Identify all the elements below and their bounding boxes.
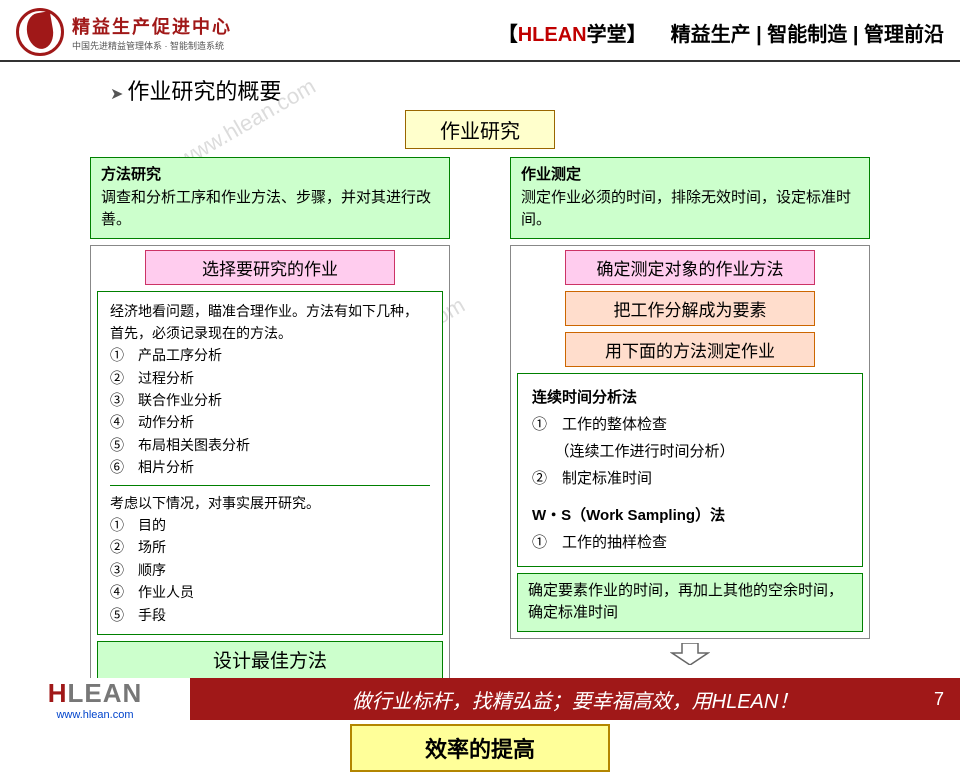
list-item: ① 工作的整体检查 — [532, 411, 848, 438]
logo-subtitle: 中国先进精益管理体系 · 智能制造系统 — [72, 39, 232, 52]
right-methods-box: 连续时间分析法 ① 工作的整体检查 （连续工作进行时间分析）② 制定标准时间 W… — [517, 373, 863, 567]
left-intro-box: 方法研究 调查和分析工序和作业方法、步骤，并对其进行改善。 — [90, 157, 450, 239]
right-intro-body: 测定作业必须的时间，排除无效时间，设定标准时间。 — [521, 189, 851, 229]
right-intro-box: 作业测定 测定作业必须的时间，排除无效时间，设定标准时间。 — [510, 157, 870, 239]
list-item: ⑥ 相片分析 — [110, 456, 430, 478]
list-item: ① 目的 — [110, 514, 430, 536]
left-body2-list: ① 目的② 场所③ 顺序④ 作业人员⑤ 手段 — [110, 514, 430, 626]
hlean-tag: 【HLEAN学堂】 — [498, 18, 647, 47]
list-item: ② 场所 — [110, 536, 430, 558]
right-intro-title: 作业测定 — [521, 166, 581, 183]
root-node: 作业研究 — [405, 110, 555, 149]
overview-title: 作业研究的概要 — [110, 74, 960, 106]
footer-slogan: 做行业标杆，找精弘益；要幸福高效，用HLEAN！ — [352, 685, 799, 714]
list-item: ② 过程分析 — [110, 367, 430, 389]
list-item: ① 产品工序分析 — [110, 344, 430, 366]
list-item: ⑤ 手段 — [110, 604, 430, 626]
left-body2-lead: 考虑以下情况，对事实展开研究。 — [110, 492, 430, 514]
right-step3: 用下面的方法测定作业 — [565, 332, 814, 367]
list-item: ② 制定标准时间 — [532, 465, 848, 492]
page-footer: HLEAN www.hlean.com 做行业标杆，找精弘益；要幸福高效，用HL… — [0, 678, 960, 720]
list-item: ① 工作的抽样检查 — [532, 529, 848, 556]
list-item: ③ 顺序 — [110, 559, 430, 581]
right-body-wrap: 确定测定对象的作业方法 把工作分解成为要素 用下面的方法测定作业 连续时间分析法… — [510, 245, 870, 639]
left-column: 方法研究 调查和分析工序和作业方法、步骤，并对其进行改善。 选择要研究的作业 经… — [90, 157, 450, 714]
footer-logo: HLEAN www.hlean.com — [0, 678, 190, 720]
logo-area: 精益生产促进中心 中国先进精益管理体系 · 智能制造系统 — [16, 8, 232, 56]
list-item: ④ 动作分析 — [110, 411, 430, 433]
left-step1: 选择要研究的作业 — [145, 250, 394, 285]
left-body1-lead: 经济地看问题，瞄准合理作业。方法有如下几种，首先，必须记录现在的方法。 — [110, 300, 430, 345]
method1-list: ① 工作的整体检查 （连续工作进行时间分析）② 制定标准时间 — [532, 411, 848, 492]
left-body-section2: 考虑以下情况，对事实展开研究。 ① 目的② 场所③ 顺序④ 作业人员⑤ 手段 — [110, 485, 430, 626]
method1-title: 连续时间分析法 — [532, 384, 848, 411]
diagram-root: 作业研究 方法研究 调查和分析工序和作业方法、步骤，并对其进行改善。 选择要研究… — [0, 110, 960, 772]
right-step2: 把工作分解成为要素 — [565, 291, 814, 326]
left-intro-title: 方法研究 — [101, 166, 161, 183]
footer-url: www.hlean.com — [56, 709, 133, 721]
list-item: ③ 联合作业分析 — [110, 389, 430, 411]
list-item: （连续工作进行时间分析） — [532, 438, 848, 465]
right-step1: 确定测定对象的作业方法 — [565, 250, 814, 285]
method2-title: W・S（Work Sampling）法 — [532, 502, 848, 529]
header-categories: 精益生产 | 智能制造 | 管理前沿 — [671, 18, 944, 47]
list-item: ④ 作业人员 — [110, 581, 430, 603]
left-body-wrap: 选择要研究的作业 经济地看问题，瞄准合理作业。方法有如下几种，首先，必须记录现在… — [90, 245, 450, 691]
right-final: 确定要素作业的时间，再加上其他的空余时间，确定标准时间 — [517, 573, 863, 632]
footer-page-number: 7 — [934, 689, 944, 710]
left-intro-body: 调查和分析工序和作业方法、步骤，并对其进行改善。 — [101, 189, 431, 229]
left-body-box: 经济地看问题，瞄准合理作业。方法有如下几种，首先，必须记录现在的方法。 ① 产品… — [97, 291, 443, 635]
method2-list: ① 工作的抽样检查 — [532, 529, 848, 556]
left-body-section1: 经济地看问题，瞄准合理作业。方法有如下几种，首先，必须记录现在的方法。 ① 产品… — [110, 300, 430, 479]
result-box: 效率的提高 — [350, 724, 610, 772]
right-column: 作业测定 测定作业必须的时间，排除无效时间，设定标准时间。 确定测定对象的作业方… — [510, 157, 870, 714]
page-header: 精益生产促进中心 中国先进精益管理体系 · 智能制造系统 【HLEAN学堂】 精… — [0, 0, 960, 62]
left-body1-list: ① 产品工序分析② 过程分析③ 联合作业分析④ 动作分析⑤ 布局相关图表分析⑥ … — [110, 344, 430, 478]
list-item: ⑤ 布局相关图表分析 — [110, 434, 430, 456]
footer-slogan-bar: 做行业标杆，找精弘益；要幸福高效，用HLEAN！ 7 — [190, 678, 960, 720]
logo-icon — [16, 8, 64, 56]
logo-title: 精益生产促进中心 — [72, 13, 232, 39]
down-arrow-icon — [670, 643, 710, 665]
